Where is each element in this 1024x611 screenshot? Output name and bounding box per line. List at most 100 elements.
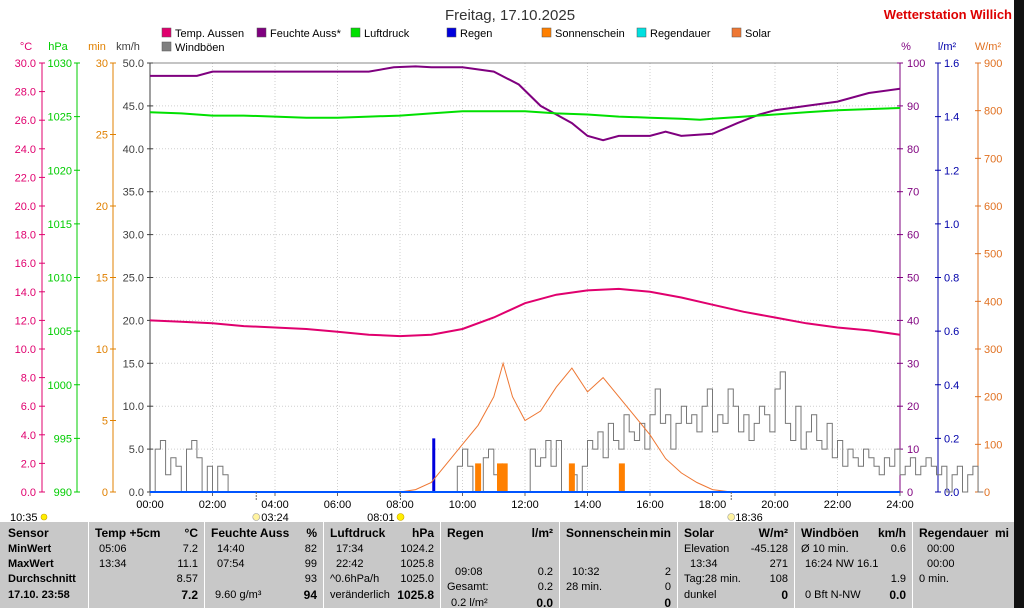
x-tick-label: 02:00 bbox=[199, 499, 227, 511]
sonnenschein-title: Sonnenschein bbox=[566, 526, 649, 540]
row-label: Durchschnitt bbox=[8, 573, 76, 585]
axis-tick-label: 20 bbox=[907, 401, 919, 413]
axis-tick-label: 995 bbox=[54, 433, 72, 445]
axis-tick-label: 1025 bbox=[48, 112, 72, 124]
luftdruck-min-time: 17:34 bbox=[336, 543, 364, 555]
axis-tick-label: 0.2 bbox=[944, 433, 959, 445]
x-tick-label: 04:00 bbox=[261, 499, 289, 511]
temp-avg-value: 8.57 bbox=[176, 573, 198, 585]
axis-unit-label: km/h bbox=[116, 41, 140, 53]
axis-tick-label: 25.0 bbox=[123, 273, 144, 285]
legend-label: Windböen bbox=[175, 42, 225, 54]
row-label: MaxWert bbox=[8, 558, 54, 570]
axis-tick-label: 45.0 bbox=[123, 101, 144, 113]
axis-tick-label: 700 bbox=[984, 153, 1002, 165]
temp-max-time: 13:34 bbox=[99, 558, 127, 570]
col-sonnenschein: Sonnenschein min 10:32 2 28 min. 0 0 bbox=[560, 522, 677, 610]
series-solar bbox=[150, 361, 900, 493]
axis-tick-label: 40.0 bbox=[123, 144, 144, 156]
axis-tick-label: 26.0 bbox=[15, 115, 36, 127]
feuchte-max-value: 99 bbox=[304, 558, 317, 570]
regen-max-value: 0.2 bbox=[537, 566, 553, 578]
windboeen-current-value: 0.0 bbox=[889, 588, 906, 602]
windboeen-avg-label: Ø 10 min. bbox=[801, 543, 849, 555]
x-tick-label: 22:00 bbox=[824, 499, 852, 511]
axis-tick-label: 40 bbox=[907, 315, 919, 327]
statistics-panel: Sensor MinWert MaxWert Durchschnitt 17.1… bbox=[0, 522, 1014, 610]
regen-sum: 0.2 l/m² bbox=[451, 597, 488, 609]
legend-swatch bbox=[541, 27, 552, 38]
windboeen-title: Windböen bbox=[801, 526, 859, 540]
sensor-title: Sensor bbox=[8, 526, 49, 540]
axis-tick-label: 50 bbox=[907, 273, 919, 285]
axis-tick-label: 12.0 bbox=[15, 315, 36, 327]
axis-tick-label: 15.0 bbox=[123, 358, 144, 370]
col-temp: Temp +5cm °C 05:06 7.2 13:34 11.1 8.57 7… bbox=[89, 522, 204, 608]
axis-tick-label: 0.4 bbox=[944, 380, 959, 392]
x-tick-label: 08:00 bbox=[386, 499, 414, 511]
axis-tick-label: 1010 bbox=[48, 273, 72, 285]
col-regendauer: Regendauer mi 00:00 00:00 0 min. bbox=[913, 522, 1014, 608]
x-tick-label: 12:00 bbox=[511, 499, 539, 511]
moon-icon bbox=[252, 513, 261, 521]
sunrise-icon bbox=[396, 513, 405, 521]
series-temp-aussen bbox=[149, 287, 901, 338]
axis-tick-label: 24.0 bbox=[15, 144, 36, 156]
luftdruck-trend: ^0.6hPa/h bbox=[330, 573, 380, 585]
regendauer-min-time: 00:00 bbox=[927, 543, 955, 555]
legend-label: Regen bbox=[460, 28, 492, 40]
axis-tick-label: 0.0 bbox=[21, 487, 36, 499]
axis-tick-label: 0.0 bbox=[129, 487, 144, 499]
series-windboeen bbox=[150, 371, 984, 493]
windboeen-unit: km/h bbox=[877, 526, 906, 540]
legend-swatch bbox=[161, 41, 172, 52]
x-tick-label: 06:00 bbox=[324, 499, 352, 511]
series-luftdruck bbox=[149, 107, 901, 121]
col-sensor: Sensor MinWert MaxWert Durchschnitt 17.1… bbox=[0, 522, 88, 608]
sonnenschein-unit: min bbox=[649, 526, 671, 540]
axis-tick-label: 800 bbox=[984, 106, 1002, 118]
col-feuchte: Feuchte Auss % 14:40 82 07:54 99 93 9.60… bbox=[205, 522, 323, 608]
regendauer-unit: mi bbox=[995, 526, 1010, 540]
axis-tick-label: 990 bbox=[54, 487, 72, 499]
bar-sonnenschein bbox=[568, 463, 575, 492]
legend-label: Solar bbox=[745, 28, 771, 40]
feuchte-title: Feuchte Auss bbox=[211, 526, 290, 540]
temp-unit: °C bbox=[184, 526, 198, 540]
feuchte-avg-value: 93 bbox=[304, 573, 317, 585]
axis-tick-label: 30 bbox=[907, 358, 919, 370]
legend-swatch bbox=[731, 27, 742, 38]
x-tick-label: 20:00 bbox=[761, 499, 789, 511]
axis-unit-label: W/m² bbox=[975, 41, 1002, 53]
axis-tick-label: 1015 bbox=[48, 219, 72, 231]
solar-elevation-label: Elevation bbox=[684, 543, 730, 555]
windboeen-beaufort: 0 Bft N-NW bbox=[805, 589, 861, 601]
temp-min-time: 05:06 bbox=[99, 543, 127, 555]
axis-tick-label: 30.0 bbox=[123, 230, 144, 242]
legend-label: Temp. Aussen bbox=[175, 28, 244, 40]
axis-tick-label: 60 bbox=[907, 230, 919, 242]
row-label: MinWert bbox=[8, 543, 52, 555]
luftdruck-current-value: 1025.8 bbox=[397, 588, 434, 602]
solar-avg-value: 108 bbox=[769, 573, 788, 585]
axis-tick-label: 28.0 bbox=[15, 87, 36, 99]
temp-current-value: 7.2 bbox=[181, 588, 198, 602]
col-luftdruck: Luftdruck hPa 17:34 1024.2 22:42 1025.8 … bbox=[324, 522, 440, 608]
axis-tick-label: 4.0 bbox=[21, 430, 36, 442]
sonnenschein-max-time: 10:32 bbox=[572, 566, 600, 578]
windboeen-max: 16:24 NW 16.1 bbox=[805, 558, 879, 570]
axis-tick-label: 10 bbox=[96, 344, 108, 356]
axis-tick-label: 5.0 bbox=[129, 444, 144, 456]
sonnenschein-total: 28 min. bbox=[566, 581, 603, 593]
axis-tick-label: 0.0 bbox=[944, 487, 959, 499]
axis-tick-label: 22.0 bbox=[15, 172, 36, 184]
axis-tick-label: 5 bbox=[102, 416, 108, 428]
axis-tick-label: 80 bbox=[907, 144, 919, 156]
axis-tick-label: 14.0 bbox=[15, 287, 36, 299]
axis-tick-label: 100 bbox=[984, 439, 1002, 451]
axis-tick-label: 1020 bbox=[48, 165, 72, 177]
axis-tick-label: 35.0 bbox=[123, 187, 144, 199]
sun-icon bbox=[40, 513, 48, 521]
station-brand: Wetterstation Willich bbox=[884, 7, 1012, 22]
axis-tick-label: 0.6 bbox=[944, 326, 959, 338]
